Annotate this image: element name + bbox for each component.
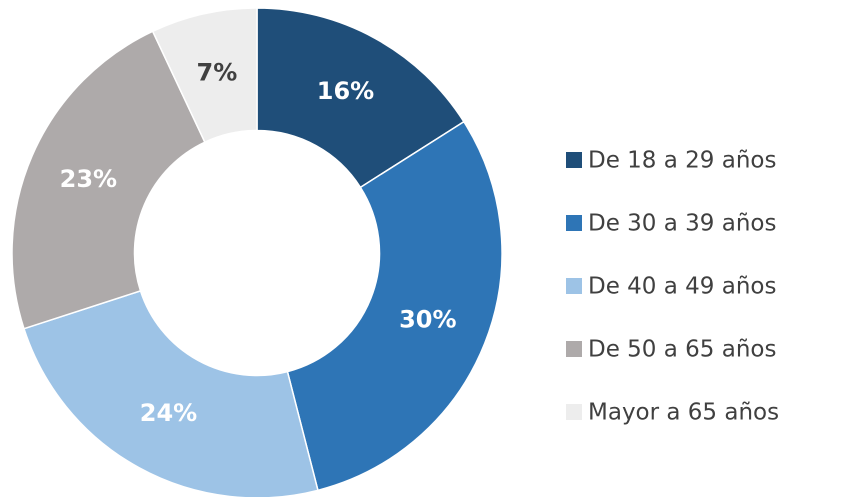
slice-label: 23% [60,165,117,193]
legend-swatch [566,341,582,357]
legend-swatch [566,278,582,294]
slice-label: 24% [140,399,197,427]
slice-label: 16% [317,77,374,105]
slice [11,30,206,330]
slice [151,7,258,144]
slice [286,120,503,492]
legend-swatch [566,404,582,420]
legend-text: De 50 a 65 años [588,337,776,363]
legend-text: Mayor a 65 años [588,400,779,426]
legend-swatch [566,152,582,168]
legend-swatch [566,215,582,231]
legend-text: De 30 a 39 años [588,211,776,237]
slice [256,7,465,189]
legend-text: De 40 a 49 años [588,274,776,300]
slice-label: 30% [399,306,456,334]
slice [23,289,319,497]
legend-text: De 18 a 29 años [588,148,776,174]
slice-label: 7% [197,59,238,87]
